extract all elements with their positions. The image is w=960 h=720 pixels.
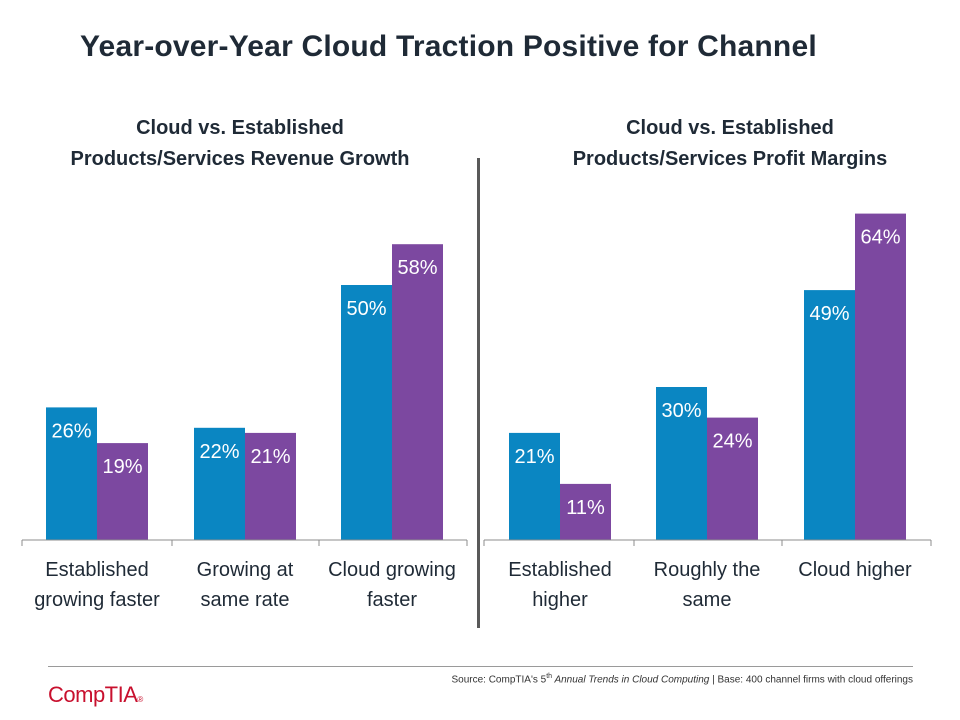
profit-title-line-2: Products/Services Profit Margins [572,148,888,170]
profit-data-label-0-series-0: 21% [514,446,554,468]
revenue-category-label-1-line-1: same rate [201,589,290,611]
source-superscript: th [546,673,553,680]
profit-category-label-2-line-0: Cloud higher [798,559,912,581]
revenue-growth-chart-title: Cloud vs. Established Products/Services … [20,113,460,175]
bar-charts: 26% 22% 50% 19% 21% 58% Established growing fas… [21,213,932,611]
profit-bar-2-series-0 [804,290,855,540]
revenue-data-label-2-series-1: 58% [397,257,437,279]
profit-data-label-1-series-1: 24% [712,431,752,453]
profit-category-label-1-line-1: same [683,589,732,611]
profit-margins-chart-title: Cloud vs. Established Products/Services … [500,113,960,175]
profit-bar-0-series-1 [560,483,611,540]
logo-registered-mark: ® [137,695,143,704]
profit-data-label-2-series-0: 49% [809,303,849,325]
panel-divider [477,158,480,628]
revenue-category-label-2-line-1: faster [367,589,417,611]
revenue-data-label-0-series-1: 19% [102,456,142,478]
profit-bar-1-series-1 [707,417,758,540]
page-title: Year-over-Year Cloud Traction Positive f… [80,30,817,63]
profit-title-line-1: Cloud vs. Established [626,117,834,139]
source-note: Source: CompTIA's 5th Annual Trends in C… [451,673,913,685]
revenue-bar-1-series-0 [194,427,245,540]
footer-divider [48,666,913,667]
comptia-logo: CompTIA® [48,682,143,708]
revenue-bar-0-series-1 [97,443,148,540]
revenue-bar-2-series-1 [392,244,443,540]
profit-bar-0-series-0 [509,432,560,540]
revenue-title-line-1: Cloud vs. Established [136,117,344,139]
profit-bar-1-series-0 [656,387,707,540]
logo-text: CompTIA [48,682,138,707]
source-prefix: Source: CompTIA's 5 [451,674,547,686]
profit-data-label-0-series-1: 11% [566,497,605,519]
revenue-bar-0-series-0 [46,407,97,540]
revenue-bar-1-series-1 [245,432,296,540]
profit-category-label-0-line-0: Established [508,559,611,581]
source-suffix: | Base: 400 channel firms with cloud off… [709,674,913,686]
revenue-category-label-2-line-0: Cloud growing [328,559,456,581]
revenue-category-label-1-line-0: Growing at [197,559,294,581]
profit-category-label-1-line-0: Roughly the [654,559,761,581]
profit-bar-2-series-1 [855,213,906,540]
revenue-data-label-1-series-1: 21% [250,446,290,468]
revenue-category-label-0-line-0: Established [45,559,148,581]
revenue-data-label-2-series-0: 50% [346,298,386,320]
profit-category-label-0-line-1: higher [532,589,588,611]
revenue-title-line-2: Products/Services Revenue Growth [70,148,410,170]
profit-data-label-2-series-1: 64% [860,227,900,249]
revenue-data-label-1-series-0: 22% [199,441,239,463]
revenue-bar-2-series-0 [341,285,392,540]
revenue-data-label-0-series-0: 26% [51,420,91,442]
profit-data-label-1-series-0: 30% [661,400,701,422]
source-italic: Annual Trends in Cloud Computing [552,674,710,686]
revenue-category-label-0-line-1: growing faster [34,589,160,611]
